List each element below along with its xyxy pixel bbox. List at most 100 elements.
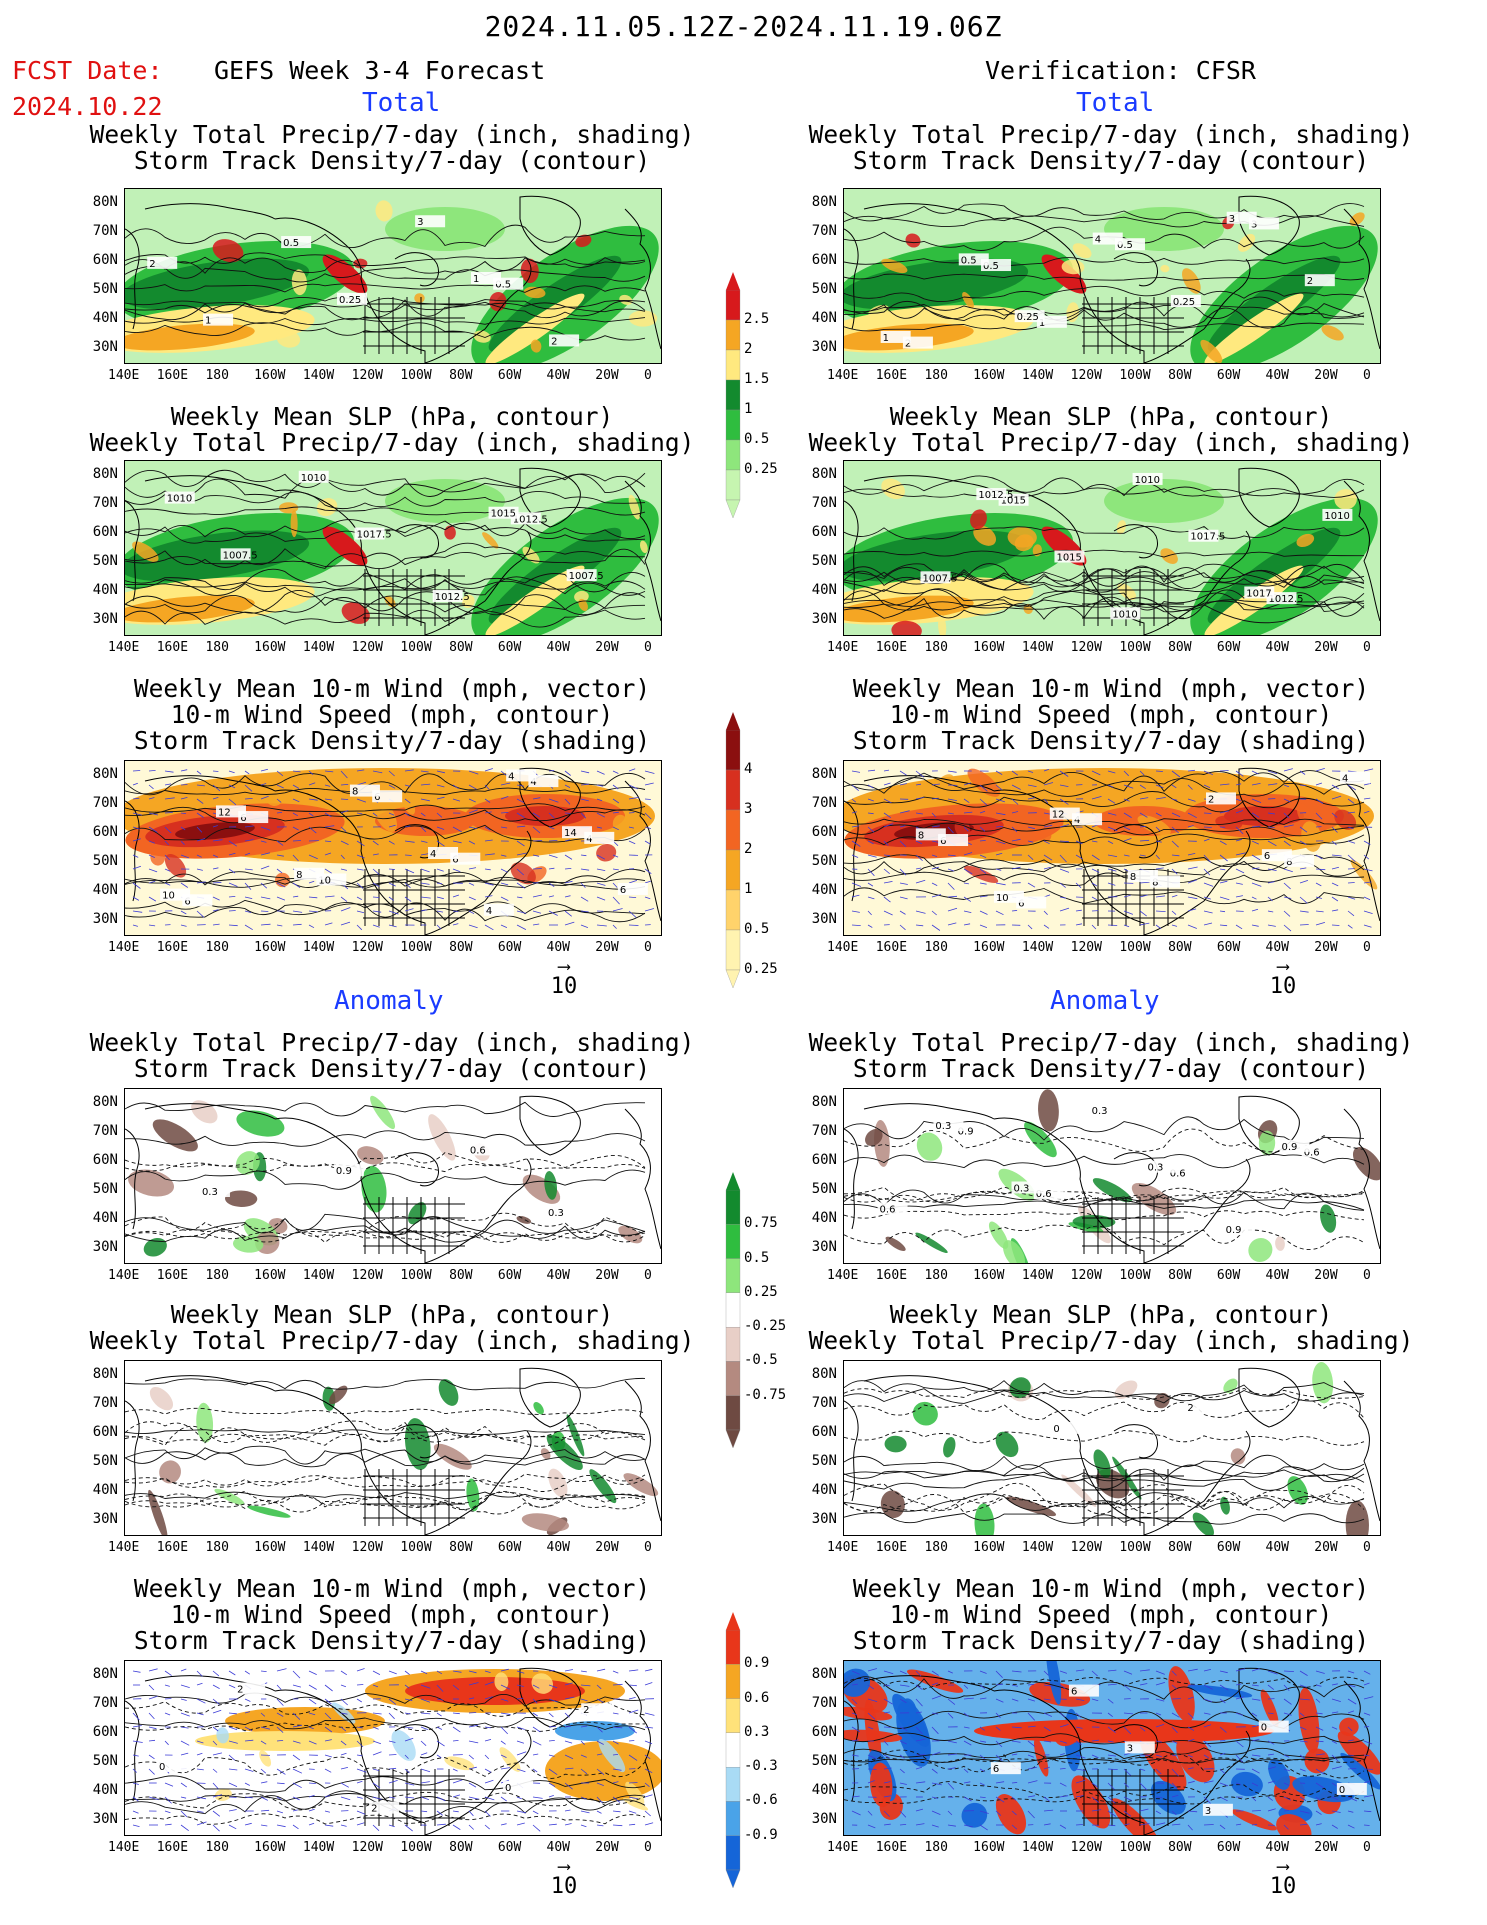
wind-vector: [931, 882, 938, 886]
wind-vector: [1043, 1740, 1052, 1743]
field-shading: [995, 1431, 1019, 1458]
lat-label-5: 30N: [811, 1239, 837, 1255]
wind-vector: [1363, 1795, 1373, 1798]
wind-vector: [1187, 924, 1197, 929]
wind-vector: [420, 1670, 428, 1675]
map-label-bg: [545, 1205, 576, 1218]
wind-vector: [883, 1698, 893, 1705]
lon-label-4: 140W: [302, 1840, 335, 1855]
wind-vector: [963, 811, 973, 814]
wind-vector: [1331, 866, 1340, 870]
map-label: 0.25: [1017, 312, 1039, 323]
field-shading: [619, 294, 633, 305]
wind-vector: [1347, 882, 1355, 884]
wind-vector: [308, 1782, 316, 1784]
colorbar-label-1: 3: [744, 801, 753, 817]
map-label-bg: [1185, 1401, 1216, 1414]
contour-line: [125, 283, 646, 293]
wind-vector: [979, 895, 988, 898]
wind-vector: [212, 784, 221, 792]
panel-title-line-2: Weekly Total Precip/7-day (inch, shading…: [89, 1326, 695, 1355]
field-shading: [247, 1505, 291, 1518]
wind-vector: [484, 882, 494, 886]
wind-vector: [532, 1712, 538, 1717]
lat-label-5: 30N: [92, 339, 118, 355]
wind-vector: [883, 1781, 891, 1784]
field-shading: [149, 1386, 174, 1411]
field-shading: [236, 1110, 285, 1137]
field-shading: [1231, 1809, 1277, 1831]
wind-vector: [516, 1726, 525, 1730]
lon-label-8: 60W: [1216, 1540, 1241, 1555]
map-label: 2: [371, 1804, 377, 1815]
lat-label-0: 80N: [811, 194, 837, 210]
vector-reference-value: 10: [550, 974, 578, 999]
contour-line: [125, 1497, 646, 1515]
wind-vector: [532, 812, 541, 818]
wind-vector: [1219, 1752, 1226, 1756]
wind-vector: [1011, 1684, 1018, 1687]
field-shading: [962, 291, 974, 309]
wind-vector: [1203, 868, 1211, 876]
wind-vector: [1331, 795, 1342, 800]
wind-vector: [1267, 896, 1273, 902]
field-shading: [881, 478, 905, 500]
lon-label-10: 20W: [595, 940, 619, 955]
field-shading: [263, 780, 285, 807]
wind-vector: [516, 1684, 524, 1687]
wind-vector: [388, 868, 396, 870]
lon-label-5: 120W: [1070, 1840, 1102, 1855]
field-shading: [1231, 1771, 1263, 1797]
wind-vector: [468, 1724, 479, 1728]
wind-vector: [1235, 1712, 1244, 1716]
wind-vector: [1139, 1808, 1149, 1812]
field-shading: [533, 1402, 544, 1415]
wind-vector: [148, 1684, 155, 1691]
wind-vector: [340, 770, 348, 779]
wind-vector: [308, 1712, 316, 1716]
wind-vector: [212, 896, 220, 901]
wind-vector: [228, 1782, 238, 1787]
wind-vector: [1107, 868, 1117, 872]
lon-label-7: 80W: [449, 1540, 473, 1555]
wind-vector: [1043, 1809, 1054, 1812]
lon-label-1: 160E: [156, 1840, 189, 1855]
wind-vector: [644, 1810, 651, 1817]
wind-vector: [899, 1782, 907, 1785]
wind-vector: [196, 881, 206, 884]
wind-vector: [867, 1824, 876, 1829]
wind-vector: [500, 896, 509, 901]
wind-vector: [1363, 910, 1373, 914]
map-label-bg: [1089, 1103, 1120, 1116]
wind-vector: [196, 812, 204, 818]
map-label-bg: [215, 805, 246, 818]
wind-vector: [1267, 783, 1278, 786]
wind-vector: [516, 798, 525, 804]
wind-vector: [564, 1669, 573, 1672]
wind-vector: [851, 1754, 859, 1757]
colorbar-segment: [725, 1292, 741, 1328]
lon-label-0: 140E: [827, 1268, 859, 1283]
wind-vector: [180, 910, 187, 915]
wind-vector: [1363, 797, 1371, 800]
map-canvas: 02: [844, 1361, 1380, 1535]
wind-vector: [1043, 1712, 1052, 1717]
wind-vector: [372, 882, 380, 888]
wind-vector: [452, 1684, 460, 1691]
wind-vector: [164, 882, 171, 886]
wind-vector: [979, 868, 987, 874]
wind-vector: [404, 1698, 413, 1701]
wind-vector: [979, 854, 987, 858]
wind-vector: [1091, 840, 1098, 843]
lon-label-5: 120W: [351, 368, 383, 383]
wind-vector: [308, 1822, 315, 1826]
lat-label-5: 30N: [92, 1511, 118, 1527]
wind-vector: [1219, 910, 1226, 913]
section-anomaly-right: Anomaly: [1050, 986, 1160, 1016]
contour-line: [844, 1747, 1365, 1760]
wind-vector: [516, 852, 527, 856]
field-shading: [870, 1762, 893, 1808]
contour-line: [844, 871, 1365, 886]
wind-vector: [468, 1766, 477, 1770]
lat-label-4: 40N: [811, 582, 837, 598]
